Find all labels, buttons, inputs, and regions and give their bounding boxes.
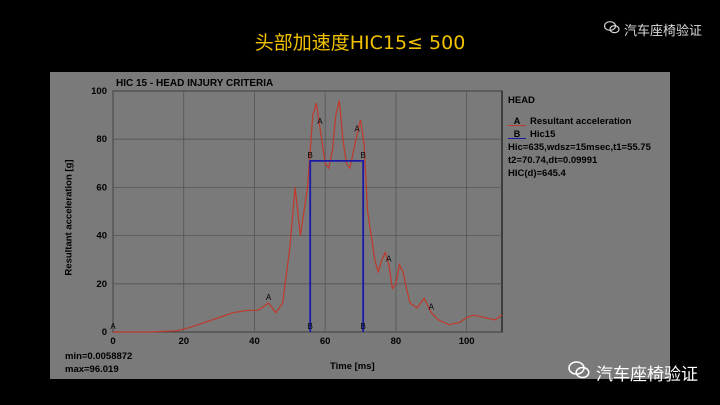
x-tick-label: 20 (178, 336, 189, 347)
series-marker-a: A (317, 117, 323, 126)
wechat-icon (568, 361, 590, 384)
legend-label-a: Resultant acceleration (530, 116, 632, 127)
legend-swatch-a: A (508, 115, 526, 127)
watermark-top: 汽车座椅验证 (603, 20, 702, 39)
stat-min: min=0.0058872 (65, 351, 133, 362)
y-tick-label: 60 (96, 182, 107, 193)
legend-label-b: Hic15 (530, 129, 556, 140)
x-tick-label: 100 (459, 336, 475, 347)
stat-max: max=96.019 (65, 364, 119, 375)
legend-title: HEAD (508, 95, 535, 106)
slide-title: 头部加速度HIC15≤ 500 (254, 32, 466, 54)
series-marker-a: A (386, 255, 392, 264)
annotation-3: HIC(d)=645.4 (508, 168, 566, 179)
plot-area: 0 20 40 60 80 100 0 20 40 60 80 100 A A A A A A B B B B (91, 86, 503, 347)
wechat-icon (603, 21, 620, 38)
series-marker-b: B (307, 322, 312, 331)
series-marker-a: A (110, 322, 116, 331)
annotation-2: t2=70.74,dt=0.09991 (508, 155, 598, 166)
y-tick-label: 20 (96, 279, 107, 290)
watermark-bottom: 汽车座椅验证 (568, 360, 698, 385)
series-marker-b: B (360, 322, 365, 331)
series-marker-a: A (354, 124, 360, 133)
series-marker-b: B (360, 151, 365, 160)
plot-frame (112, 90, 503, 333)
legend-swatch-b: B (508, 128, 526, 140)
legend-item-b: B Hic15 (508, 128, 651, 141)
chart-panel: HIC 15 - HEAD INJURY CRITERIA Resultant … (50, 72, 670, 379)
y-tick-label: 40 (96, 231, 107, 242)
x-tick-label: 40 (249, 336, 260, 347)
y-tick-label: 0 (102, 327, 107, 338)
annotation-1: Hic=635,wdsz=15msec,t1=55.75 (508, 142, 651, 153)
x-tick-label: 80 (391, 336, 402, 347)
watermark-bottom-text: 汽车座椅验证 (596, 365, 698, 385)
x-axis-label: Time [ms] (330, 361, 375, 372)
y-tick-label: 80 (96, 134, 107, 145)
x-tick-label: 60 (320, 336, 331, 347)
series-marker-b: B (307, 151, 312, 160)
chart-title: HIC 15 - HEAD INJURY CRITERIA (116, 78, 274, 89)
series-line-resultant-acceleration (113, 100, 503, 333)
watermark-top-text: 汽车座椅验证 (623, 24, 702, 39)
series-marker-a: A (266, 293, 272, 302)
series-marker-a: A (429, 303, 435, 312)
legend: HEAD A Resultant acceleration B Hic15 Hi… (508, 94, 651, 180)
y-tick-label: 100 (91, 86, 107, 97)
x-tick-label: 0 (110, 336, 115, 347)
series-line-hic15 (309, 160, 365, 332)
legend-item-a: A Resultant acceleration (508, 115, 651, 128)
